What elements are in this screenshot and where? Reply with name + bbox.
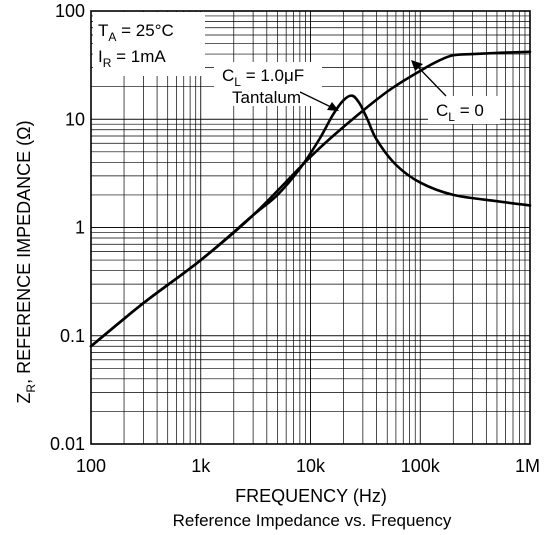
x-tick-label: 1k	[191, 456, 211, 476]
y-axis-title: ZR, REFERENCE IMPEDANCE (Ω)	[14, 120, 38, 403]
x-axis-title: FREQUENCY (Hz)	[235, 486, 387, 506]
annotation-cl0-leader	[417, 66, 446, 96]
x-tick-label: 1M	[515, 456, 540, 476]
y-tick-label: 0.01	[50, 434, 85, 454]
y-tick-label: 0.1	[60, 326, 85, 346]
y-tick-label: 100	[55, 1, 85, 21]
x-tick-label: 10k	[296, 456, 326, 476]
x-tick-label: 100k	[401, 456, 441, 476]
x-tick-labels: 100 1k 10k 100k 1M	[76, 456, 540, 476]
y-tick-label: 1	[75, 218, 85, 238]
annotation-tantalum-line2: Tantalum	[232, 88, 301, 107]
chart-caption: Reference Impedance vs. Frequency	[173, 511, 452, 530]
y-tick-label: 10	[65, 109, 85, 129]
y-tick-labels: 0.01 0.1 1 10 100	[50, 1, 85, 454]
x-tick-label: 100	[76, 456, 106, 476]
